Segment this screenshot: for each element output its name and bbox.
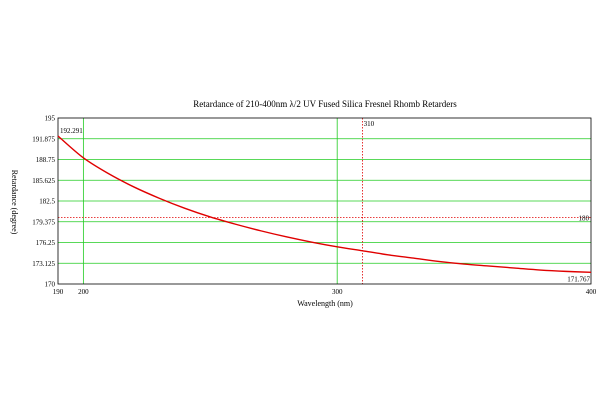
annotations: 310 180 192.291 171.767: [60, 120, 591, 283]
y-tick-label: 195: [45, 115, 56, 123]
x-tick-label: 300: [332, 288, 343, 296]
y-tick-label: 173.125: [32, 260, 55, 268]
grid: [58, 118, 591, 284]
y-tick-label: 176.25: [36, 239, 56, 247]
tick-labels: 195 191.875 188.75 185.625 182.5 179.375 176.2…: [32, 115, 597, 297]
x-tick-label: 200: [78, 288, 89, 296]
y-axis-label: Retardance (degree): [10, 170, 19, 235]
end-value-label: 171.767: [567, 275, 590, 283]
x-tick-label: 400: [586, 288, 597, 296]
y-tick-label: 191.875: [32, 135, 55, 143]
series-layer: [57, 135, 592, 273]
x-tick-label: 190: [53, 288, 64, 296]
x-axis-label: Wavelength (nm): [297, 299, 353, 308]
y-tick-label: 188.75: [36, 156, 56, 164]
y-tick-label: 170: [45, 281, 56, 289]
vertical-marker-label: 310: [364, 120, 375, 128]
chart-title: Retardance of 210-400nm λ/2 UV Fused Sil…: [193, 99, 457, 109]
horizontal-marker-label: 180: [579, 215, 590, 223]
reference-markers: [58, 118, 591, 284]
retardance-series-line: [57, 135, 592, 273]
y-tick-label: 179.375: [32, 218, 55, 226]
y-tick-label: 185.625: [32, 177, 55, 185]
start-value-label: 192.291: [60, 127, 83, 135]
y-tick-label: 182.5: [39, 198, 55, 206]
plot-frame: [57, 117, 592, 285]
